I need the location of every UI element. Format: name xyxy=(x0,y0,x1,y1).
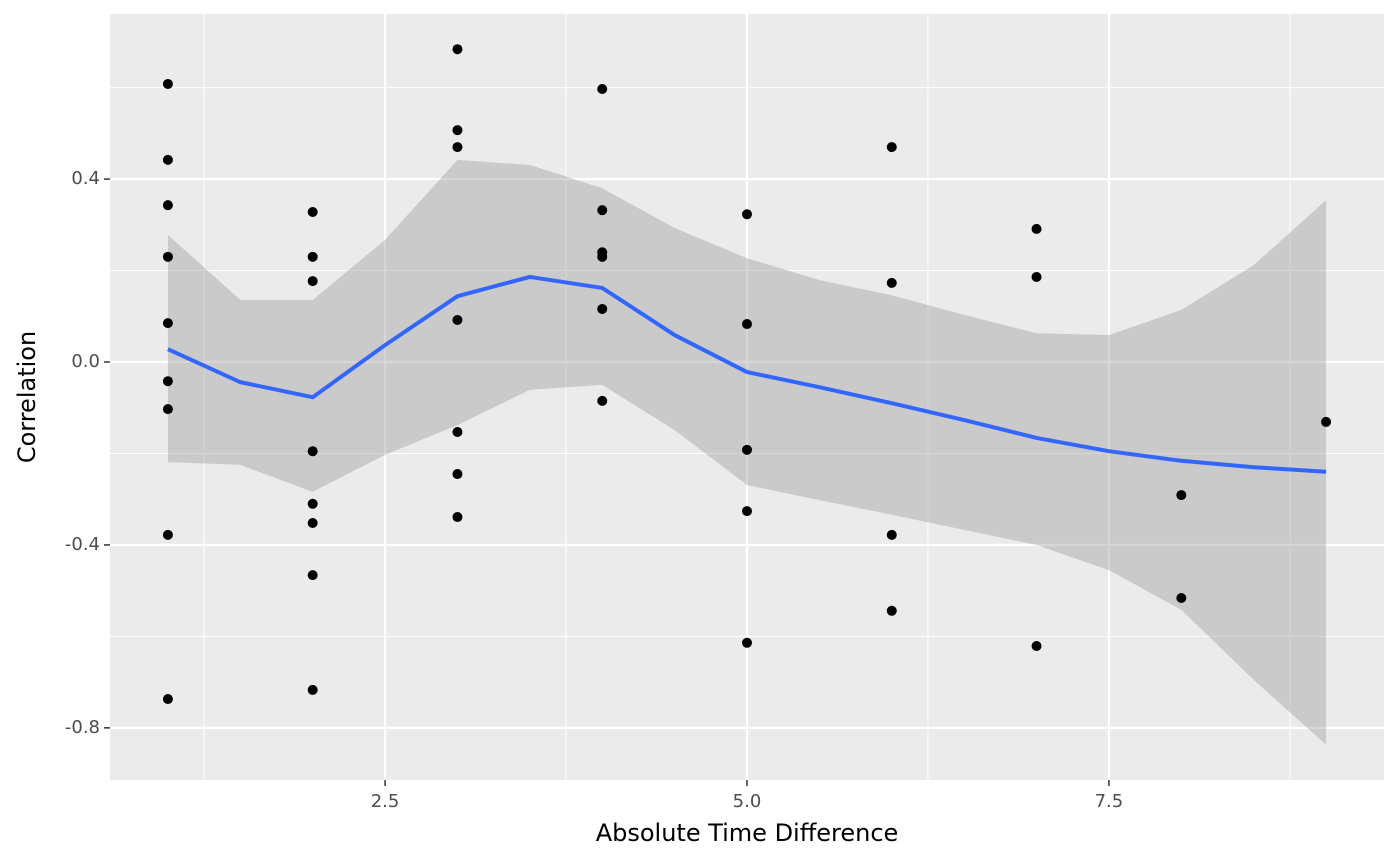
point xyxy=(1176,490,1187,501)
point xyxy=(1176,592,1187,603)
point xyxy=(452,469,463,480)
point xyxy=(886,605,897,616)
point xyxy=(307,207,318,218)
point xyxy=(597,395,608,406)
point xyxy=(742,506,752,517)
y-axis-title: Correlation xyxy=(13,331,41,463)
point xyxy=(307,276,318,287)
point xyxy=(597,251,608,262)
x-tick-label: 5.0 xyxy=(733,791,762,812)
point xyxy=(452,512,463,523)
point xyxy=(886,142,897,153)
y-tick-label: 0.4 xyxy=(71,168,100,189)
grid xyxy=(110,14,1384,780)
point xyxy=(1321,416,1332,427)
smooth-line xyxy=(167,274,1327,474)
point xyxy=(307,251,318,262)
point xyxy=(162,251,173,262)
point xyxy=(162,376,173,387)
x-tick-label: 2.5 xyxy=(371,791,400,812)
point xyxy=(162,154,173,165)
point xyxy=(742,444,752,455)
point xyxy=(307,684,318,695)
point xyxy=(162,529,173,540)
point xyxy=(307,446,318,457)
point xyxy=(452,142,463,153)
y-tick-label: -0.4 xyxy=(65,534,100,555)
point xyxy=(307,498,318,509)
x-tick-label: 7.5 xyxy=(1095,791,1124,812)
point xyxy=(162,78,173,89)
point xyxy=(886,529,897,540)
point xyxy=(1031,641,1042,652)
point xyxy=(162,404,173,415)
point xyxy=(742,319,752,330)
point xyxy=(162,318,173,329)
point xyxy=(307,517,318,528)
point xyxy=(452,426,463,437)
marks xyxy=(162,44,1332,745)
point xyxy=(162,200,173,211)
y-tick-label: -0.8 xyxy=(65,717,100,738)
point xyxy=(1031,271,1042,282)
point xyxy=(742,637,752,648)
point xyxy=(452,125,463,136)
y-tick-label: 0.0 xyxy=(71,351,100,372)
point xyxy=(597,303,608,314)
point xyxy=(1031,223,1042,234)
point xyxy=(307,570,318,581)
point xyxy=(597,83,608,94)
point xyxy=(886,277,897,288)
point xyxy=(452,44,463,55)
point xyxy=(742,209,752,220)
point xyxy=(162,694,173,705)
point xyxy=(597,205,608,216)
point xyxy=(452,314,463,325)
x-axis-title: Absolute Time Difference xyxy=(596,819,899,847)
